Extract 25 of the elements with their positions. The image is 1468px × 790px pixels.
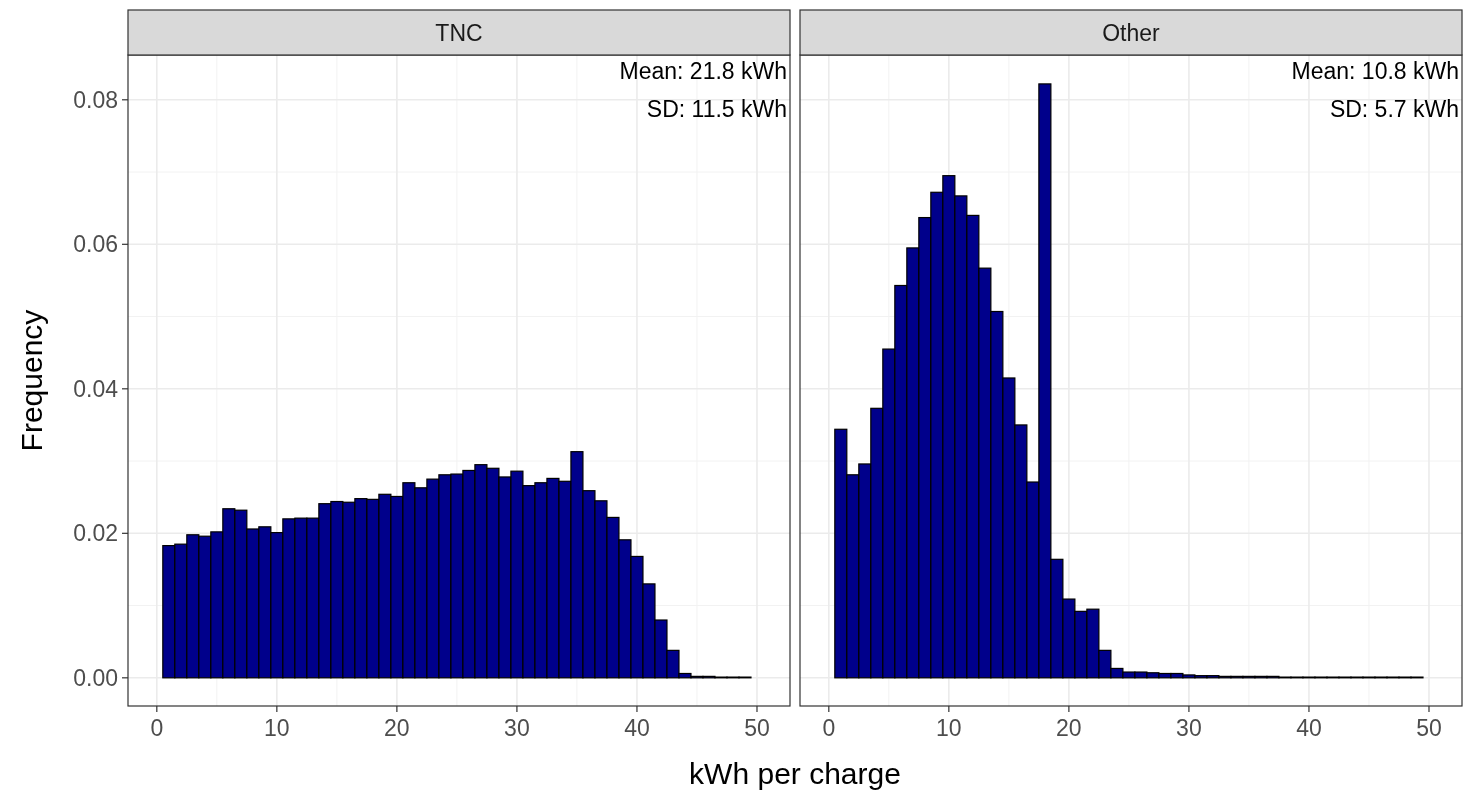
x-tick-label: 40 (624, 715, 650, 741)
chart-title: TNC (435, 19, 483, 46)
annotation: Mean: 21.8 kWh (619, 58, 787, 84)
x-tick-label: 20 (1056, 715, 1082, 741)
x-tick-label: 30 (504, 715, 530, 741)
x-tick-label: 20 (384, 715, 410, 741)
y-tick-label: 0.08 (73, 86, 118, 113)
annotation: SD: 11.5 kWh (646, 96, 787, 122)
annotation: Mean: 10.8 kWh (1291, 58, 1459, 84)
y-tick-label: 0.04 (73, 375, 119, 402)
chart-title: Other (1102, 19, 1161, 46)
x-axis-title: kWh per charge (689, 757, 901, 790)
x-tick-label: 40 (1296, 715, 1322, 741)
x-tick-label: 50 (1416, 715, 1442, 741)
y-axis-title: Frequency (15, 309, 48, 452)
x-tick-label: 10 (936, 715, 962, 741)
x-tick-label: 30 (1176, 715, 1202, 741)
x-tick-label: 0 (822, 715, 836, 741)
y-tick-label: 0.02 (73, 520, 118, 547)
y-tick-label: 0.00 (73, 664, 118, 691)
x-tick-label: 50 (744, 715, 770, 741)
y-tick-label: 0.06 (73, 231, 118, 258)
x-tick-label: 10 (264, 715, 290, 741)
annotation: SD: 5.7 kWh (1329, 96, 1459, 122)
x-tick-label: 0 (150, 715, 164, 741)
